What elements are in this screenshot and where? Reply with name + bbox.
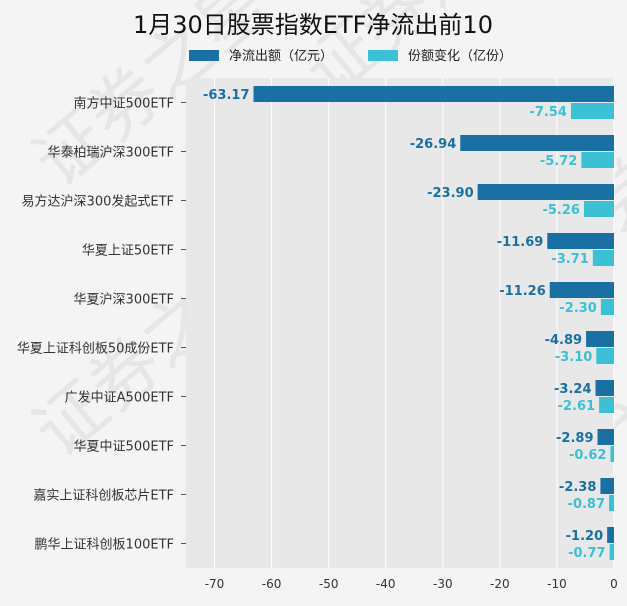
x-axis-ticks: -70 -60 -50 -40 -30 -20 -10 0 (205, 577, 618, 591)
x-tick-label: -50 (319, 577, 339, 591)
x-tick-label: 0 (610, 577, 618, 591)
category-label: 华夏沪深300ETF (74, 292, 174, 308)
bar-share-change (610, 446, 614, 462)
bar-share-change (599, 397, 614, 413)
data-label-net-outflow: -4.89 (545, 333, 582, 348)
data-label-share-change: -2.30 (559, 301, 596, 316)
category-label: 易方达沪深300发起式ETF (22, 194, 174, 210)
data-label-share-change: -7.54 (529, 105, 566, 120)
data-label-net-outflow: -11.26 (499, 284, 546, 299)
bar-net-outflow (477, 184, 614, 200)
category-label: 华夏上证50ETF (82, 244, 174, 259)
bar-net-outflow (607, 527, 614, 543)
data-label-net-outflow: -26.94 (410, 137, 457, 152)
bar-share-change (583, 201, 614, 217)
category-label: 鹏华上证科创板100ETF (35, 538, 174, 553)
data-label-share-change: -0.62 (569, 448, 606, 463)
x-tick-label: -70 (205, 577, 225, 591)
bar-share-change (592, 250, 614, 266)
category-labels: 南方中证500ETF 华泰柏瑞沪深300ETF 易方达沪深300发起式ETF 华夏上证… (17, 96, 186, 553)
data-label-share-change: -2.61 (558, 399, 595, 414)
bar-net-outflow (597, 429, 614, 445)
data-label-net-outflow: -11.69 (497, 235, 544, 250)
bar-net-outflow (600, 478, 614, 494)
legend: 净流出额（亿元） 份额变化（亿份） (189, 48, 512, 64)
legend-label: 净流出额（亿元） (229, 49, 333, 64)
x-tick-label: -10 (547, 577, 567, 591)
grid-lines (214, 78, 615, 568)
x-tick-label: -60 (262, 577, 282, 591)
bar-net-outflow (460, 135, 614, 151)
data-label-share-change: -5.26 (542, 203, 579, 218)
data-label-share-change: -5.72 (540, 154, 577, 169)
x-tick-label: -20 (490, 577, 510, 591)
bar-share-change (609, 544, 614, 560)
bar-share-change (581, 152, 614, 168)
chart-title: 1月30日股票指数ETF净流出前10 (133, 11, 493, 39)
legend-swatch (368, 50, 398, 61)
category-label: 华夏上证科创板50成份ETF (17, 342, 174, 357)
category-label: 南方中证500ETF (74, 96, 174, 112)
data-label-share-change: -3.10 (555, 350, 592, 365)
category-label: 嘉实上证科创板芯片ETF (33, 489, 174, 504)
bar-net-outflow (586, 331, 614, 347)
data-label-share-change: -0.77 (568, 546, 605, 561)
plot-area (186, 78, 614, 568)
bar-share-change (609, 495, 614, 511)
data-label-net-outflow: -2.38 (559, 480, 596, 495)
category-label: 华泰柏瑞沪深300ETF (48, 145, 174, 161)
data-label-net-outflow: -1.20 (566, 529, 603, 544)
bar-net-outflow (547, 233, 614, 249)
bar-share-change (570, 103, 614, 119)
bar-net-outflow (549, 282, 614, 298)
legend-swatch (189, 50, 219, 61)
bar-net-outflow (595, 380, 614, 396)
bar-share-change (600, 299, 614, 315)
data-label-net-outflow: -3.24 (554, 382, 591, 397)
legend-label: 份额变化（亿份） (408, 48, 512, 64)
category-label: 广发中证A500ETF (65, 390, 174, 406)
bars: -63.17-7.54-26.94-5.72-23.90-5.26-11.69-… (203, 86, 614, 561)
bar-net-outflow (253, 86, 614, 102)
data-label-share-change: -0.87 (568, 497, 605, 512)
data-label-net-outflow: -2.89 (556, 431, 593, 446)
category-label: 华夏中证500ETF (74, 440, 174, 455)
bar-share-change (596, 348, 614, 364)
data-label-net-outflow: -23.90 (427, 186, 474, 201)
x-tick-label: -30 (433, 577, 453, 591)
data-label-share-change: -3.71 (551, 252, 588, 267)
data-label-net-outflow: -63.17 (203, 88, 250, 103)
x-tick-label: -40 (376, 577, 396, 591)
